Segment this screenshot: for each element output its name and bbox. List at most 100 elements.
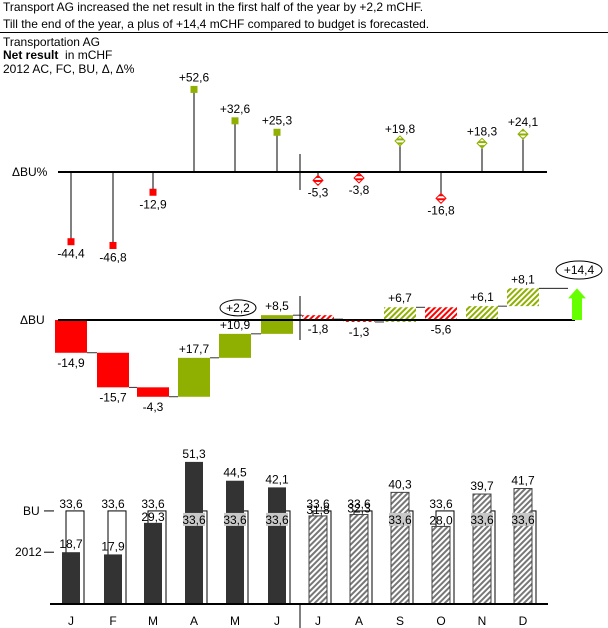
budget-label-bg bbox=[512, 512, 534, 526]
waterfall-value-label: -4,3 bbox=[143, 400, 164, 414]
budget-value-label: 33,6 bbox=[265, 513, 289, 527]
waterfall-value-label: +10,9 bbox=[220, 318, 251, 332]
pin-marker bbox=[312, 174, 324, 186]
budget-label-bg bbox=[389, 512, 411, 526]
forecast-bar bbox=[349, 514, 369, 605]
pin-axis-label: ΔBU% bbox=[12, 165, 48, 179]
budget-label-bg bbox=[471, 512, 493, 526]
actual-bar bbox=[226, 480, 244, 604]
actual-value-label: 29,3 bbox=[141, 510, 165, 524]
actual-value-label: 28,0 bbox=[429, 513, 453, 527]
actual-value-label: 51,3 bbox=[182, 447, 206, 461]
pin-marker bbox=[353, 172, 365, 184]
month-label: M bbox=[148, 614, 158, 628]
waterfall-value-label: +8,5 bbox=[265, 299, 289, 313]
actual-series-label: 2012 bbox=[15, 545, 42, 559]
pin-marker bbox=[190, 85, 198, 93]
pin-value-label: -44,4 bbox=[57, 247, 85, 261]
year-total-ellipse bbox=[555, 260, 603, 280]
actual-value-label: 39,7 bbox=[470, 479, 494, 493]
budget-value-label: 33,6 bbox=[101, 497, 125, 511]
series-line: 2012 AC, FC, BU, Δ, Δ% bbox=[3, 62, 135, 76]
forecast-bar bbox=[431, 525, 451, 605]
company-name: Transportation AG bbox=[3, 35, 100, 49]
measure-unit: in mCHF bbox=[65, 48, 113, 62]
waterfall-bar bbox=[466, 306, 498, 320]
waterfall-bar bbox=[178, 357, 210, 397]
forecast-bar bbox=[390, 491, 410, 605]
month-label: F bbox=[109, 614, 116, 628]
waterfall-value-label: -5,6 bbox=[431, 323, 452, 337]
pin-marker bbox=[149, 188, 157, 196]
pin-chart: ΔBU% -44,4 -46,8 -12,9 +52,6 +32,6 +25,3 -5,3 -3… bbox=[12, 70, 547, 264]
pin-value-label: +19,8 bbox=[385, 122, 416, 136]
actual-value-label: 18,7 bbox=[59, 537, 83, 551]
pin-value-label: +52,6 bbox=[179, 70, 210, 84]
actual-value-label: 42,1 bbox=[265, 472, 289, 486]
half-year-total-label: +2,2 bbox=[226, 301, 250, 315]
pin-marker bbox=[109, 241, 117, 249]
budget-value-label: 33,6 bbox=[306, 497, 330, 511]
pin-marker bbox=[273, 128, 281, 136]
waterfall-bar bbox=[97, 352, 129, 388]
month-label: J bbox=[274, 614, 280, 628]
year-total-callout: +14,4 bbox=[555, 260, 603, 280]
half-year-total-callout: +2,2 bbox=[219, 299, 257, 317]
month-label: A bbox=[190, 614, 198, 628]
actual-value-label: 41,7 bbox=[511, 473, 535, 487]
waterfall-value-label: -1,8 bbox=[308, 322, 329, 336]
waterfall-value-label: -15,7 bbox=[99, 390, 127, 404]
actual-bar bbox=[185, 461, 203, 604]
waterfall-bar bbox=[302, 315, 334, 320]
budget-value-label: 33,6 bbox=[347, 497, 371, 511]
measure-name: Net result bbox=[3, 48, 59, 62]
pin-marker bbox=[476, 137, 488, 149]
waterfall-bar bbox=[425, 307, 457, 320]
waterfall-value-label: +6,7 bbox=[388, 291, 412, 305]
bar-chart: BU201233,618,7J33,617,9F33,629,3M33,651,… bbox=[15, 447, 548, 628]
actual-value-label: 31,8 bbox=[306, 503, 330, 517]
month-label: D bbox=[519, 614, 528, 628]
forecast-bar bbox=[308, 515, 328, 605]
budget-value-label: 33,6 bbox=[59, 497, 83, 511]
pin-value-label: +18,3 bbox=[467, 124, 498, 138]
budget-value-label: 33,6 bbox=[429, 497, 453, 511]
waterfall-axis-label: ΔBU bbox=[20, 313, 45, 327]
month-label: S bbox=[396, 614, 404, 628]
year-total-label: +14,4 bbox=[564, 263, 595, 277]
waterfall-chart: ΔBU -14,9 -15,7 -4,3 +17,7 +10,9 +8,5 -1,8 -1,3 +… bbox=[20, 260, 603, 414]
pin-value-label: -46,8 bbox=[99, 250, 127, 264]
budget-label-bg bbox=[224, 512, 246, 526]
pin-value-label: -3,8 bbox=[349, 183, 370, 197]
pin-marker bbox=[67, 238, 75, 246]
actual-bar bbox=[144, 522, 162, 604]
pin-value-label: -5,3 bbox=[308, 185, 329, 199]
budget-value-label: 33,6 bbox=[182, 513, 206, 527]
budget-value-label: 33,6 bbox=[223, 513, 247, 527]
month-label: J bbox=[315, 614, 321, 628]
budget-label-bg bbox=[266, 512, 288, 526]
forecast-bar bbox=[513, 487, 533, 605]
waterfall-value-label: -14,9 bbox=[57, 356, 85, 370]
waterfall-bar bbox=[261, 315, 293, 334]
waterfall-value-label: +17,7 bbox=[179, 342, 210, 356]
budget-value-label: 33,6 bbox=[470, 513, 494, 527]
pin-marker bbox=[231, 117, 239, 125]
pin-value-label: -16,8 bbox=[427, 203, 455, 217]
waterfall-value-label: +8,1 bbox=[511, 272, 535, 286]
actual-bar bbox=[62, 552, 80, 604]
pin-value-label: -12,9 bbox=[139, 197, 167, 211]
month-label: A bbox=[355, 614, 363, 628]
budget-value-label: 33,6 bbox=[388, 513, 412, 527]
budget-value-label: 33,6 bbox=[511, 513, 535, 527]
actual-value-label: 17,9 bbox=[101, 539, 125, 553]
half-year-total-ellipse bbox=[219, 299, 257, 317]
pin-value-label: +24,1 bbox=[508, 115, 539, 129]
message-line-1: Transport AG increased the net result in… bbox=[3, 0, 424, 14]
waterfall-value-label: -1,3 bbox=[349, 325, 370, 339]
month-label: O bbox=[436, 614, 445, 628]
month-label: N bbox=[478, 614, 487, 628]
pin-value-label: +25,3 bbox=[262, 113, 293, 127]
measure-line: Net result in mCHF bbox=[3, 49, 112, 62]
